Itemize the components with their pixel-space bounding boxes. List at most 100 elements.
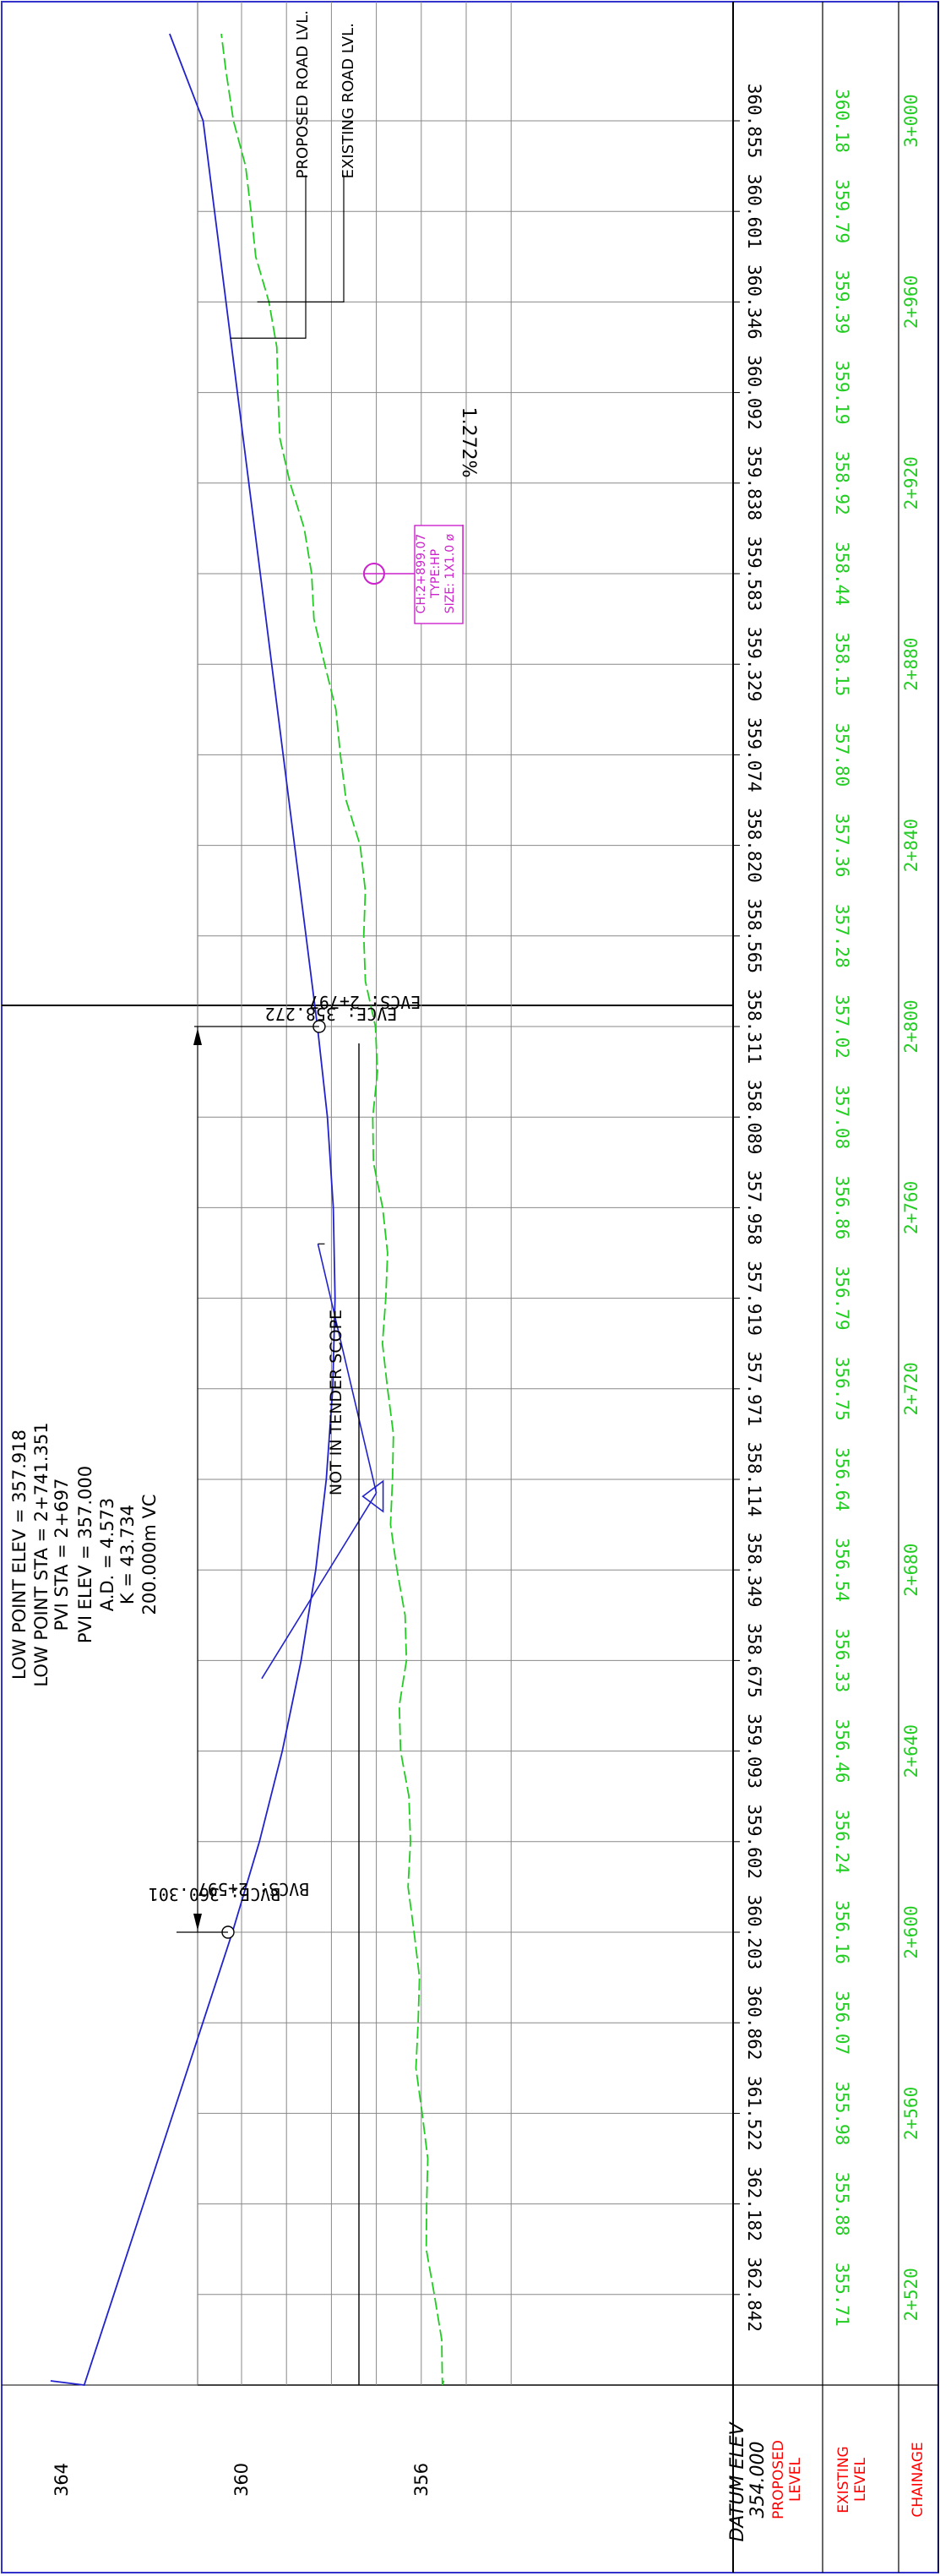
existing-level-value: 356.16 (832, 1900, 852, 1964)
legend-existing: EXISTING ROAD LVL. (340, 23, 357, 178)
proposed-level-value: 360.092 (744, 355, 764, 430)
grade-label: 1.272% (458, 407, 479, 478)
existing-level-value: 357.80 (832, 722, 852, 787)
elevation-tick-label: 356 (411, 2463, 432, 2497)
datum-elev-label: DATUM ELEV (727, 2421, 748, 2542)
proposed-level-value: 360.855 (744, 84, 764, 159)
culvert-text: CH:2+899.07 (415, 534, 428, 614)
chainage-value: 3+000 (901, 94, 921, 147)
tangent-line (261, 1492, 378, 1680)
chainage-value: 2+760 (901, 1181, 921, 1234)
proposed-road-line (50, 33, 336, 2386)
proposed-road-series (50, 33, 384, 2386)
elevation-tick-label: 360 (231, 2463, 252, 2497)
chainage-value: 2+880 (901, 638, 921, 691)
existing-level-value: 356.86 (832, 1175, 852, 1239)
existing-level-value: 355.98 (832, 2081, 852, 2145)
proposed-level-value: 358.820 (744, 808, 764, 883)
chainage-value: 2+800 (901, 999, 921, 1053)
data-table (732, 2, 939, 2573)
chainage-label: CHAINAGE (910, 2442, 926, 2517)
proposed-level-label: PROPOSED (770, 2440, 787, 2519)
legend-leader-existing (257, 175, 345, 302)
not-in-scope-note: NOT IN TENDER SCOPE (327, 1310, 345, 1495)
proposed-level-value: 359.093 (744, 1713, 764, 1789)
proposed-level-value: 359.583 (744, 536, 764, 612)
bvcs-label: BVCS: 2+597 (198, 1879, 309, 1899)
existing-level-value: 356.46 (832, 1719, 852, 1784)
level-grid (197, 2, 733, 2386)
existing-level-value: 356.33 (832, 1628, 852, 1692)
existing-level-value: 358.15 (832, 632, 852, 696)
chainage-value: 2+840 (901, 819, 921, 872)
existing-road-line (220, 33, 445, 2386)
existing-level-value: 356.24 (832, 1810, 852, 1874)
dimension-arrow (193, 1028, 202, 1045)
proposed-level-value: 362.182 (744, 2166, 764, 2241)
vc-info-line: K = 43.734 (117, 1505, 138, 1604)
evce-label: EVCE: 358.272 (265, 1004, 398, 1024)
existing-level-value: 356.64 (832, 1447, 852, 1511)
culvert-text: SIZE: 1X1.0 ø (443, 533, 457, 613)
proposed-level-value: 357.971 (744, 1352, 764, 1427)
existing-level-value: 356.79 (832, 1266, 852, 1331)
legend-leader-proposed (230, 175, 307, 339)
legend-proposed: PROPOSED ROAD LVL. (294, 10, 312, 178)
dimension-arrow (193, 1914, 202, 1931)
culvert-text: TYPE:HP (429, 549, 443, 599)
existing-level-value: 357.28 (832, 904, 852, 968)
proposed-level-value: 358.114 (744, 1442, 764, 1517)
datum-elev-value: 354.000 (747, 2442, 769, 2519)
vc-info-line: 200.000m VC (139, 1494, 160, 1615)
vc-info-line: LOW POINT STA = 2+741.351 (31, 1422, 52, 1686)
evcs-label: EVCS: 2+797 (309, 992, 421, 1012)
tangent-line (317, 1244, 378, 1494)
proposed-level-value: 358.089 (744, 1080, 764, 1155)
existing-level-value: 355.88 (832, 2172, 852, 2236)
existing-level-label: EXISTING (835, 2446, 852, 2513)
proposed-level-value: 359.074 (744, 717, 764, 792)
proposed-level-label: LEVEL (787, 2457, 804, 2502)
existing-level-value: 356.75 (832, 1357, 852, 1421)
chainage-value: 2+600 (901, 1905, 921, 1958)
proposed-level-value: 361.522 (744, 2076, 764, 2151)
vc-info-line: PVI STA = 2+697 (52, 1479, 72, 1631)
existing-level-label: LEVEL (852, 2457, 869, 2502)
bvce-label: BVCE: 360.301 (149, 1884, 281, 1904)
proposed-level-value: 359.329 (744, 627, 764, 702)
chainage-value: 2+680 (901, 1544, 921, 1597)
existing-level-value: 359.39 (832, 270, 852, 334)
existing-level-value: 358.44 (832, 542, 852, 606)
vc-info-line: PVI ELEV = 357.000 (75, 1466, 95, 1643)
existing-road-series (220, 33, 445, 2386)
proposed-level-value: 362.842 (744, 2257, 764, 2333)
proposed-level-value: 357.958 (744, 1170, 764, 1245)
existing-level-value: 357.02 (832, 994, 852, 1059)
text-layer: 364 360 356 DATUM ELEV 354.000 PROPOSED LEVEL E… (9, 10, 926, 2542)
existing-level-value: 356.54 (832, 1538, 852, 1602)
vc-info-line: A.D. = 4.573 (97, 1498, 117, 1612)
chainage-value: 2+960 (901, 275, 921, 329)
existing-level-value: 359.19 (832, 361, 852, 425)
proposed-level-value: 358.565 (744, 899, 764, 974)
chainage-value: 2+640 (901, 1724, 921, 1778)
proposed-level-value: 360.346 (744, 264, 764, 340)
existing-level-value: 357.08 (832, 1085, 852, 1149)
proposed-level-value: 360.203 (744, 1895, 764, 1970)
existing-level-value: 355.71 (832, 2263, 852, 2327)
chainage-value: 2+920 (901, 456, 921, 509)
annotations (177, 175, 464, 2385)
proposed-level-value: 360.601 (744, 174, 764, 249)
culvert-box (414, 525, 464, 624)
proposed-level-value: 360.862 (744, 1985, 764, 2061)
existing-level-value: 360.18 (832, 89, 852, 153)
existing-level-value: 358.92 (832, 451, 852, 515)
existing-level-value: 357.36 (832, 814, 852, 878)
proposed-level-value: 358.311 (744, 989, 764, 1065)
chainage-value: 2+720 (901, 1362, 921, 1415)
proposed-level-value: 359.602 (744, 1805, 764, 1880)
existing-level-value: 359.79 (832, 179, 852, 243)
